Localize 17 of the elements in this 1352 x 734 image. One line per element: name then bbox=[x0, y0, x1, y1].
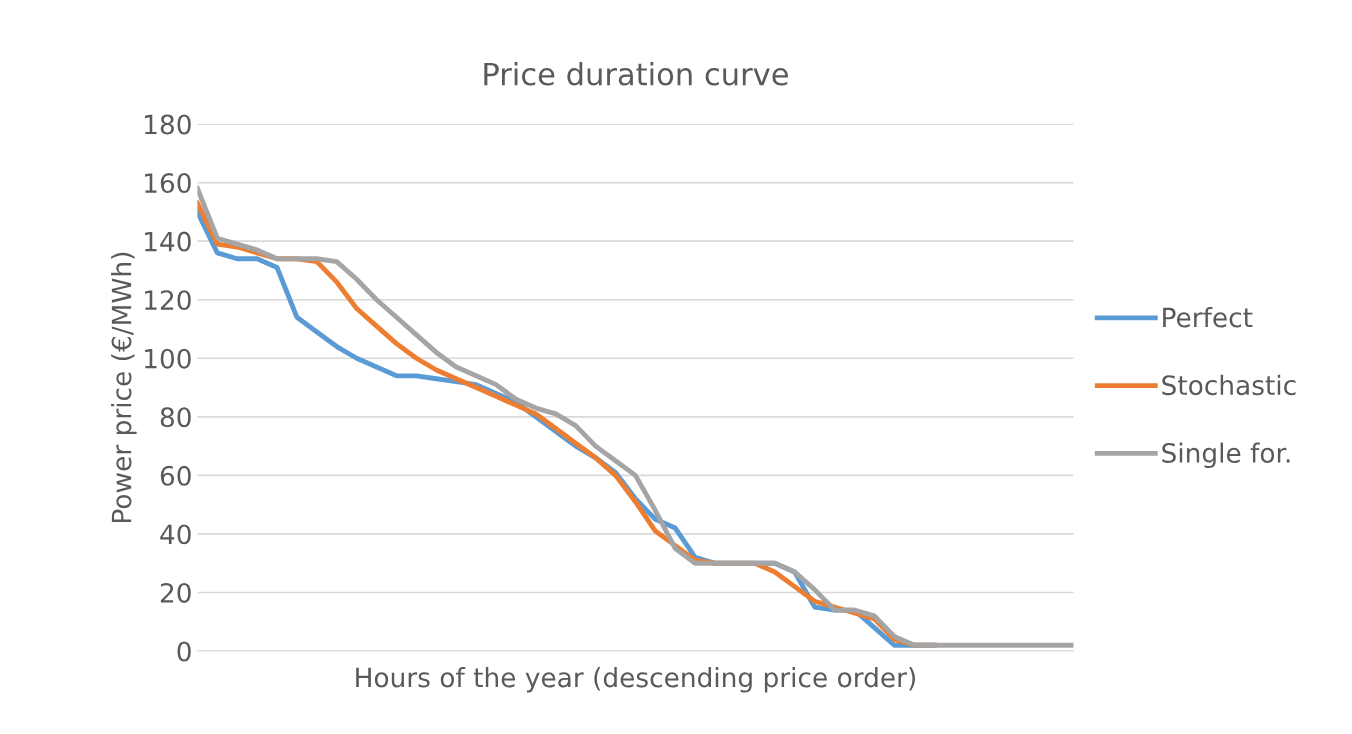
y-tick-label: 180 bbox=[145, 114, 191, 135]
y-tick-label: 0 bbox=[177, 641, 191, 662]
legend-label: Perfect bbox=[1163, 307, 1253, 328]
y-tick-label: 40 bbox=[160, 524, 191, 545]
y-tick-label: 80 bbox=[160, 407, 191, 428]
line-series bbox=[197, 186, 1074, 648]
y-axis-title: Power price (€/MWh) bbox=[111, 252, 137, 522]
legend-label: Stochastic bbox=[1162, 374, 1296, 396]
y-tick-label: 100 bbox=[145, 348, 191, 369]
y-tick-label: 140 bbox=[145, 231, 191, 252]
y-tick-label: 160 bbox=[145, 173, 191, 193]
y-tick-label: 20 bbox=[160, 582, 191, 603]
y-tick-label: 120 bbox=[145, 290, 191, 311]
y-tick-label: 60 bbox=[160, 465, 191, 486]
chart-title: Price duration curve bbox=[484, 61, 788, 86]
x-axis-title: Hours of the year (descending price order) bbox=[356, 667, 915, 693]
legend-label: Single for. bbox=[1162, 442, 1290, 469]
